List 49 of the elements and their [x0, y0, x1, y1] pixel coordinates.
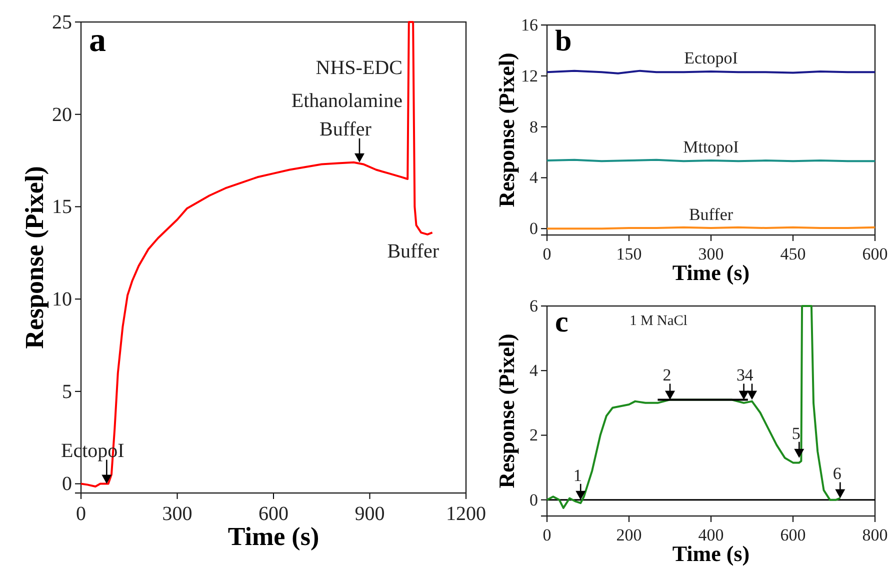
annotation: 5: [792, 424, 800, 443]
x-tick-label: 600: [780, 525, 806, 544]
chart-title: c: [555, 306, 568, 338]
y-tick-label: 5: [62, 380, 72, 403]
y-tick-label: 4: [530, 168, 538, 188]
y-tick-label: 25: [52, 11, 72, 34]
annotation: Buffer: [320, 118, 372, 140]
y-tick-label: 10: [52, 288, 72, 310]
y-tick-label: 15: [52, 196, 72, 218]
x-tick-label: 600: [862, 244, 888, 264]
x-tick-label: 150: [616, 244, 642, 264]
x-tick-label: 0: [542, 525, 552, 544]
y-tick-label: 6: [530, 296, 538, 316]
x-tick-label: 800: [862, 525, 888, 544]
annotation: 1 M NaCl: [630, 312, 688, 329]
annotation: 1: [573, 466, 582, 485]
x-tick-label: 600: [258, 503, 288, 525]
x-tick-label: 450: [780, 244, 806, 264]
y-axis-title: Response (Pixel): [494, 334, 519, 488]
y-tick-label: 0: [530, 490, 538, 510]
series-label: MttopoI: [683, 138, 740, 157]
chart-title: a: [89, 22, 106, 59]
series-label: Buffer: [688, 205, 734, 224]
y-tick-label: 16: [521, 15, 538, 34]
chart-title: b: [555, 24, 572, 58]
series-label: EctopoI: [684, 48, 738, 68]
x-tick-label: 0: [76, 503, 86, 525]
y-axis-title: Response (Pixel): [494, 52, 519, 208]
annotation: 6: [832, 464, 842, 484]
y-tick-label: 4: [530, 361, 538, 380]
annotation: Buffer: [387, 240, 440, 262]
x-tick-label: 0: [542, 244, 552, 264]
annotation: Ethanolamine: [291, 90, 403, 112]
annotation: 4: [744, 366, 754, 385]
x-axis-title: Time (s): [228, 522, 320, 551]
x-tick-label: 900: [354, 503, 385, 525]
annotation: 3: [736, 366, 746, 385]
x-tick-label: 1200: [446, 503, 486, 525]
y-tick-label: 20: [52, 104, 72, 126]
y-tick-label: 0: [62, 473, 72, 496]
y-tick-label: 2: [530, 426, 538, 445]
annotation: NHS-EDC: [316, 56, 402, 79]
x-tick-label: 200: [616, 525, 642, 544]
y-tick-label: 12: [521, 66, 538, 86]
x-tick-label: 300: [162, 503, 192, 525]
y-tick-label: 0: [530, 219, 538, 238]
y-tick-label: 8: [530, 117, 538, 136]
y-axis-title: Response (Pixel): [20, 166, 49, 349]
annotation: 2: [662, 366, 672, 385]
